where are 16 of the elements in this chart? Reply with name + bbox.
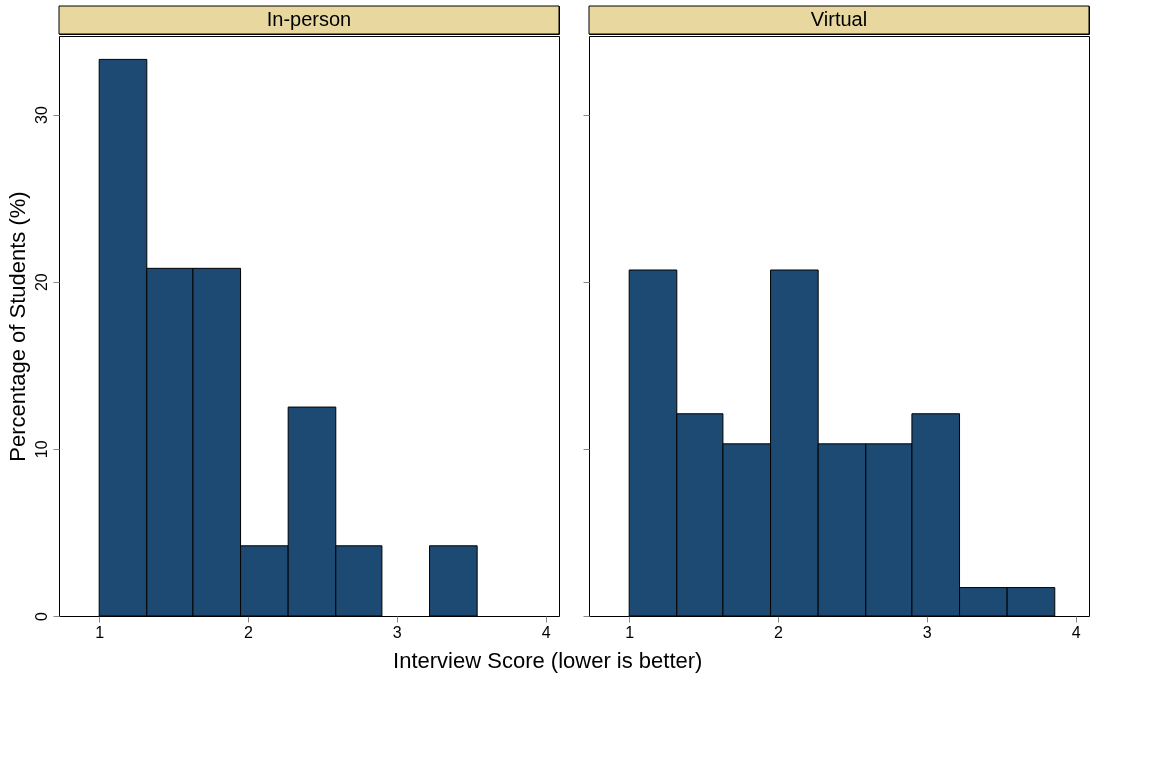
x-tick-label: 4 [541, 623, 551, 641]
x-tick-label: 1 [95, 623, 105, 641]
x-tick-label: 3 [922, 623, 932, 641]
x-tick-label: 1 [625, 623, 635, 641]
x-tick-label: 2 [244, 623, 254, 641]
chart-title: Virtual [810, 8, 868, 30]
x-tick-label: 4 [1071, 623, 1081, 641]
chart-title: In-person [266, 8, 352, 30]
y-tick-label: 0 [32, 611, 50, 621]
y-axis-title: Percentage of Students (%) [4, 191, 30, 462]
y-tick-label: 10 [32, 440, 50, 459]
x-tick-label: 3 [392, 623, 402, 641]
x-axis-title: Interview Score (lower is better) [393, 647, 703, 673]
y-tick-label: 30 [32, 106, 50, 124]
x-tick-label: 2 [774, 623, 784, 641]
y-tick-label: 20 [32, 273, 50, 292]
